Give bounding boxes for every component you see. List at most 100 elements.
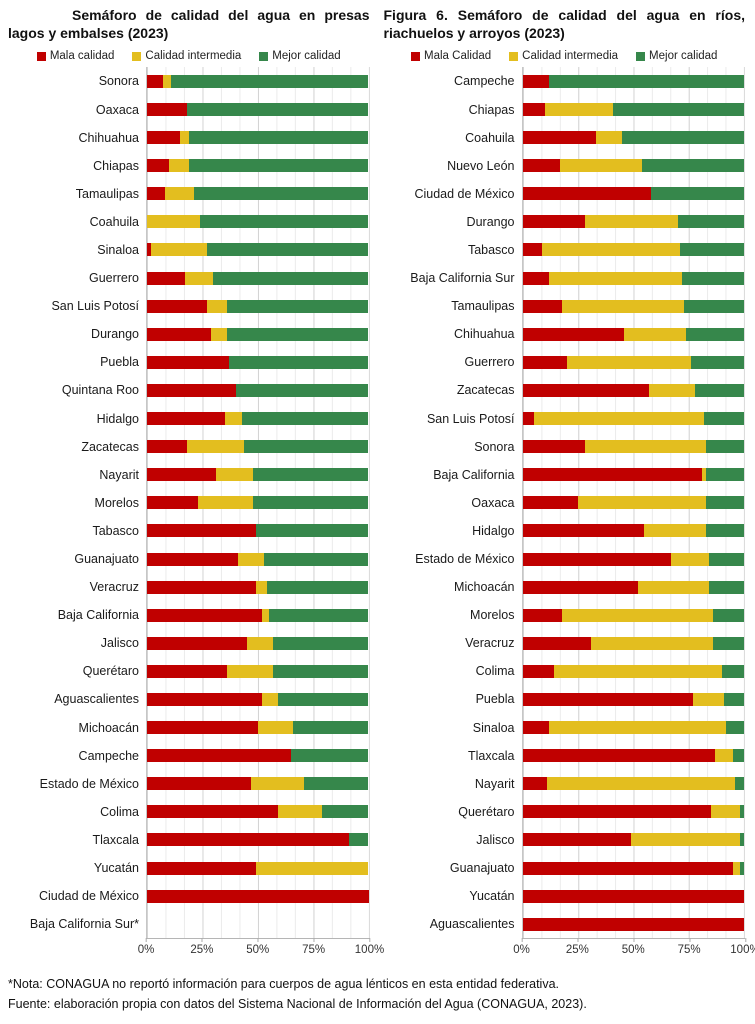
bar-segment	[690, 355, 744, 369]
bar-track	[146, 292, 370, 321]
bar-row: Morelos	[384, 601, 745, 630]
bar-segment	[522, 412, 534, 426]
bar-track	[521, 95, 745, 124]
bar-segment	[255, 580, 267, 594]
bar-track	[146, 67, 370, 96]
stacked-bar	[522, 496, 745, 510]
bar-segment	[147, 187, 165, 201]
bar-segment	[546, 777, 736, 791]
category-label: Michoacán	[454, 580, 515, 595]
bar-segment	[251, 777, 305, 791]
bar-row: Veracruz	[384, 629, 745, 658]
bar-track	[146, 713, 370, 742]
bar-segment	[186, 440, 245, 454]
rows: Sonora Oaxaca Chihuahua Chiapas Tamaulipas Co…	[8, 67, 370, 939]
bar-row: Nayarit	[384, 769, 745, 798]
category-label: Hidalgo	[96, 411, 139, 426]
bar-segment	[706, 496, 744, 510]
bar-row: Veracruz	[8, 573, 370, 602]
stacked-bar	[147, 412, 369, 426]
footnote-fuente: Fuente: elaboración propia con datos del…	[8, 996, 587, 1011]
bar-track	[521, 601, 745, 630]
bar-segment	[189, 159, 369, 173]
bar-segment	[242, 412, 369, 426]
bar-segment	[708, 580, 744, 594]
bar-row: Chihuahua	[384, 320, 745, 349]
bar-segment	[226, 327, 369, 341]
bar-segment	[186, 103, 369, 117]
stacked-bar	[147, 159, 369, 173]
bar-segment	[522, 355, 567, 369]
bar-row: Colima	[8, 797, 370, 826]
category-label: Aguascalientes	[429, 917, 515, 932]
stacked-bar	[147, 777, 369, 791]
bar-row: Tamaulipas	[384, 292, 745, 321]
bar-track	[146, 207, 370, 236]
category-label: Chiapas	[93, 158, 139, 173]
bar-track	[146, 123, 370, 152]
bar-segment	[622, 131, 744, 145]
x-axis-tick: 25%	[190, 938, 213, 956]
stacked-bar	[522, 440, 745, 454]
bar-segment	[147, 580, 256, 594]
bar-row: Jalisco	[8, 629, 370, 658]
bar-track	[521, 910, 745, 939]
bar-row: Querétaro	[8, 657, 370, 686]
category-label: Ciudad de México	[38, 889, 139, 904]
bar-segment	[522, 103, 545, 117]
bar-segment	[235, 383, 369, 397]
bar-segment	[273, 636, 369, 650]
category-label: Quintana Roo	[61, 383, 139, 398]
bar-segment	[670, 552, 709, 566]
bar-row: Sinaloa	[8, 235, 370, 265]
charts-container: Semáforo de calidad del agua en presas l…	[8, 6, 755, 959]
bar-row: Durango	[8, 320, 370, 349]
bar-track	[521, 460, 745, 489]
bar-track	[146, 657, 370, 686]
bar-segment	[712, 608, 744, 622]
bar-segment	[253, 496, 369, 510]
bar-track	[146, 488, 370, 517]
bar-segment	[522, 749, 716, 763]
legend: Mala Calidad Calidad intermedia Mejor cali…	[384, 50, 746, 62]
category-label: Jalisco	[476, 832, 515, 847]
bar-track	[146, 797, 370, 826]
category-label: Morelos	[470, 608, 515, 623]
stacked-bar	[522, 889, 744, 903]
bar-segment	[262, 692, 278, 706]
bar-track	[146, 404, 370, 433]
bar-track	[521, 882, 745, 911]
stacked-bar	[522, 215, 745, 229]
category-label: Colima	[475, 664, 515, 679]
category-label: Baja California Sur*	[29, 917, 139, 932]
bar-segment	[147, 74, 163, 88]
bar-segment	[522, 889, 744, 903]
bar-segment	[264, 552, 369, 566]
bar-segment	[522, 159, 561, 173]
bar-segment	[648, 383, 696, 397]
bar-row: Sonora	[8, 67, 370, 96]
bar-segment	[710, 805, 740, 819]
bar-track	[146, 179, 370, 208]
bar-track	[146, 882, 370, 911]
bar-segment	[562, 608, 713, 622]
stacked-bar	[147, 918, 369, 931]
legend-swatch-icon	[132, 51, 142, 61]
bar-segment	[715, 749, 733, 763]
bar-track	[146, 825, 370, 854]
stacked-bar	[147, 74, 369, 88]
bar-row: Yucatán	[384, 882, 745, 911]
category-label: Sonora	[98, 74, 139, 89]
bar-row: Sonora	[384, 432, 745, 461]
legend-item: Mala calidad	[36, 50, 114, 62]
category-label: Oaxaca	[471, 495, 515, 510]
category-label: Veracruz	[89, 580, 139, 595]
bar-segment	[549, 74, 744, 88]
bar-segment	[522, 608, 563, 622]
bar-row: Zacatecas	[384, 376, 745, 405]
stacked-bar	[147, 187, 369, 201]
bar-segment	[549, 271, 682, 285]
category-label: Coahuila	[465, 130, 515, 145]
category-label: Zacatecas	[456, 383, 515, 398]
bar-segment	[262, 608, 269, 622]
